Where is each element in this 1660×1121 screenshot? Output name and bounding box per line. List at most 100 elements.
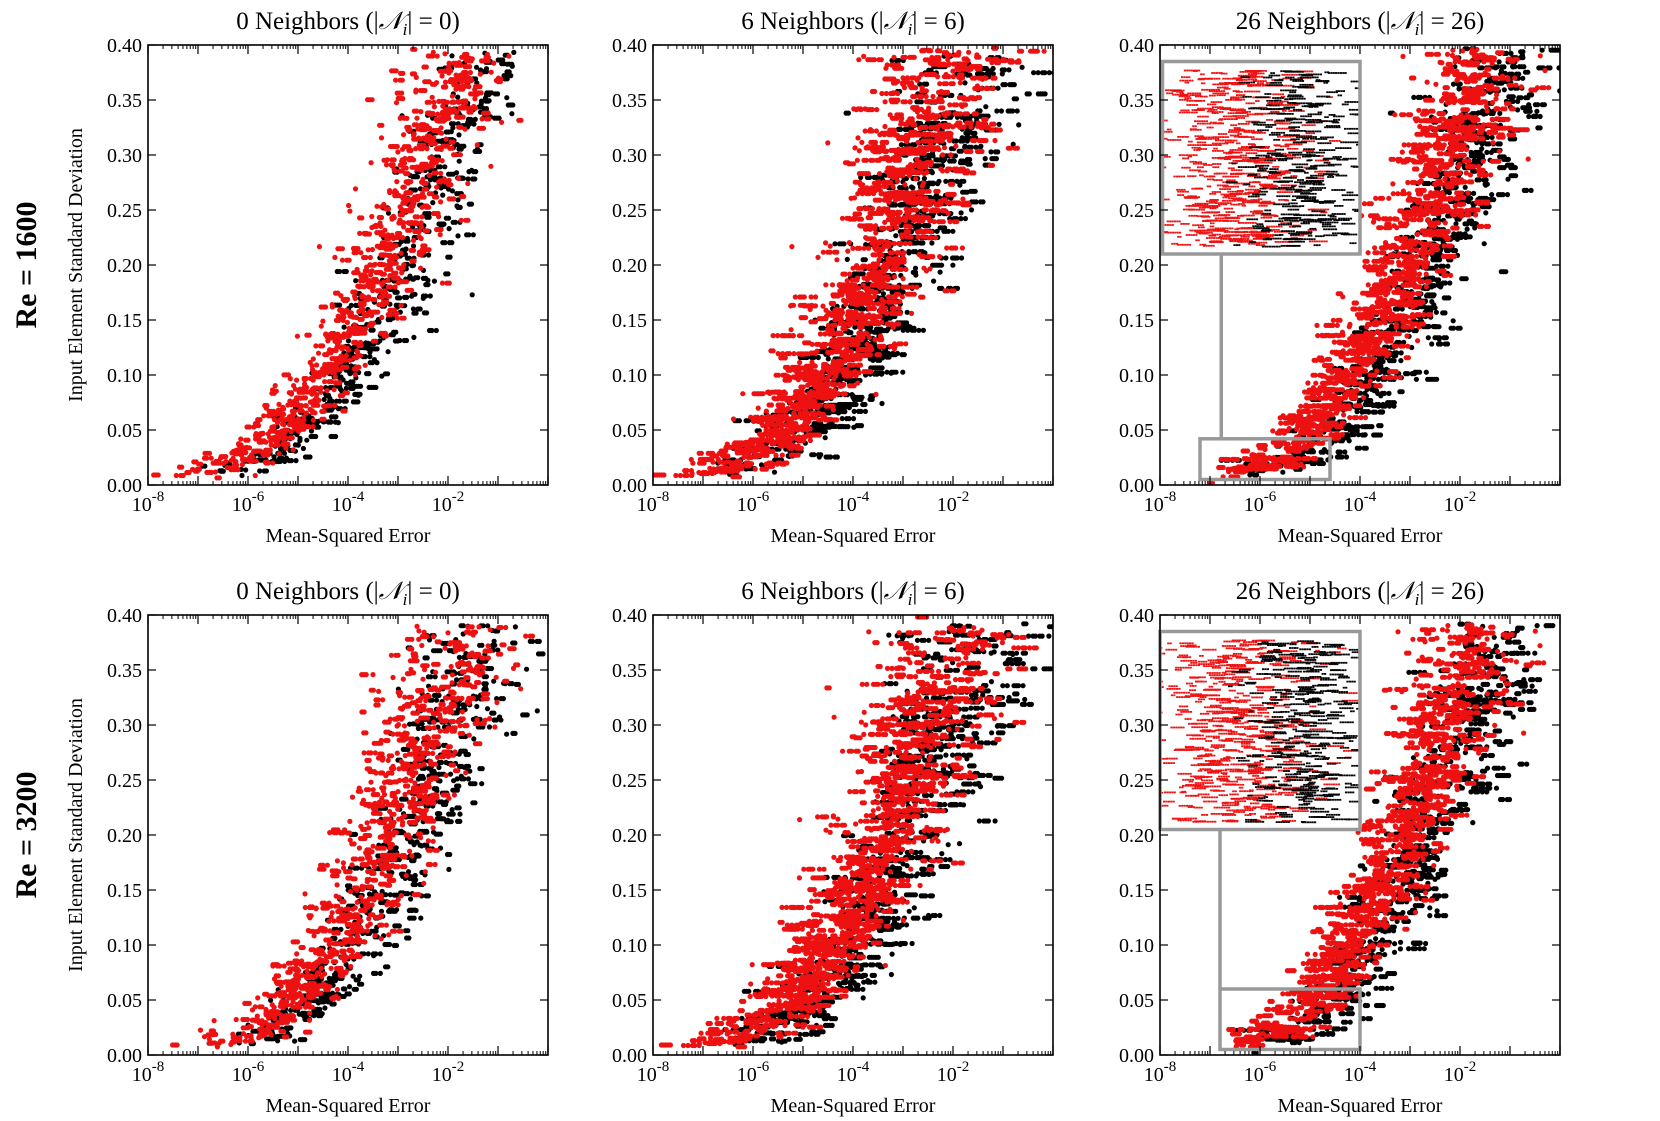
- data-point: [863, 206, 869, 212]
- data-point: [375, 288, 381, 294]
- data-point: [411, 334, 417, 340]
- data-point: [365, 97, 371, 103]
- data-point: [151, 472, 157, 478]
- data-point: [304, 332, 310, 338]
- data-point: [858, 216, 865, 222]
- data-point: [478, 98, 485, 104]
- data-point: [962, 80, 968, 86]
- data-point: [814, 348, 820, 354]
- data-point: [972, 85, 978, 92]
- data-point: [885, 326, 891, 332]
- data-point: [936, 178, 942, 184]
- data-point: [851, 408, 857, 414]
- data-point: [448, 77, 454, 83]
- data-point: [281, 372, 287, 378]
- data-point: [509, 111, 515, 117]
- data-point: [366, 284, 372, 290]
- data-point: [398, 250, 404, 256]
- data-point: [872, 197, 878, 203]
- data-point: [453, 114, 460, 120]
- data-point: [717, 459, 723, 465]
- data-point: [411, 220, 417, 226]
- data-point: [808, 354, 815, 361]
- data-point: [1042, 91, 1048, 97]
- data-point: [442, 51, 448, 57]
- data-point: [413, 87, 419, 93]
- data-point: [346, 369, 352, 375]
- data-point: [504, 61, 510, 67]
- data-point: [355, 245, 361, 252]
- data-point: [257, 417, 263, 423]
- data-point: [872, 370, 879, 376]
- data-point: [466, 201, 472, 207]
- data-point: [858, 408, 864, 414]
- data-point: [310, 375, 316, 382]
- data-point: [417, 87, 424, 94]
- data-point: [993, 156, 1000, 162]
- data-point: [407, 221, 413, 227]
- data-point: [844, 256, 850, 262]
- data-point: [426, 172, 432, 178]
- data-point: [379, 261, 385, 267]
- data-point: [295, 416, 301, 422]
- data-point: [392, 289, 398, 295]
- data-point: [866, 191, 872, 197]
- data-point: [905, 150, 912, 156]
- data-point: [469, 167, 475, 173]
- y-tick-label: 0.30: [107, 145, 142, 167]
- data-point: [356, 309, 362, 315]
- data-point: [437, 68, 443, 74]
- data-point: [344, 319, 350, 326]
- data-point: [332, 403, 338, 409]
- data-point: [445, 271, 451, 277]
- data-point: [983, 104, 989, 110]
- data-point: [397, 95, 404, 101]
- data-point: [365, 247, 371, 253]
- data-point: [483, 106, 490, 112]
- data-point: [433, 327, 439, 334]
- data-point: [413, 146, 419, 152]
- data-point: [959, 245, 966, 251]
- data-point: [381, 279, 387, 285]
- data-point: [356, 391, 362, 397]
- data-point: [339, 257, 346, 263]
- data-point: [943, 178, 949, 184]
- data-point: [837, 320, 843, 327]
- data-point: [316, 374, 322, 380]
- data-point: [434, 194, 440, 200]
- data-point: [846, 215, 852, 221]
- data-point: [856, 57, 862, 63]
- data-point: [387, 273, 393, 279]
- data-point: [943, 255, 949, 261]
- data-point: [389, 215, 395, 221]
- data-point: [882, 123, 888, 130]
- data-point: [452, 77, 458, 83]
- data-point: [255, 421, 261, 427]
- data-point: [971, 170, 977, 176]
- data-point: [826, 410, 832, 416]
- data-point: [448, 121, 455, 127]
- data-point: [389, 259, 395, 265]
- y-tick-label: 0.10: [107, 365, 142, 387]
- data-point: [383, 266, 389, 272]
- data-point: [405, 178, 412, 184]
- data-point: [917, 120, 924, 127]
- data-point: [423, 180, 429, 187]
- data-point: [456, 132, 462, 138]
- data-point: [382, 288, 388, 294]
- data-point: [885, 294, 892, 300]
- data-point: [384, 235, 390, 242]
- data-point: [807, 426, 813, 432]
- data-point: [438, 170, 444, 176]
- data-point: [417, 136, 423, 142]
- data-point: [482, 95, 489, 101]
- data-point: [440, 192, 446, 198]
- data-point: [895, 78, 901, 84]
- data-point: [239, 448, 245, 454]
- data-point: [817, 331, 824, 337]
- data-point: [832, 322, 838, 328]
- data-point: [456, 124, 462, 130]
- data-point: [395, 275, 401, 281]
- data-point: [438, 199, 444, 205]
- data-point: [434, 226, 440, 233]
